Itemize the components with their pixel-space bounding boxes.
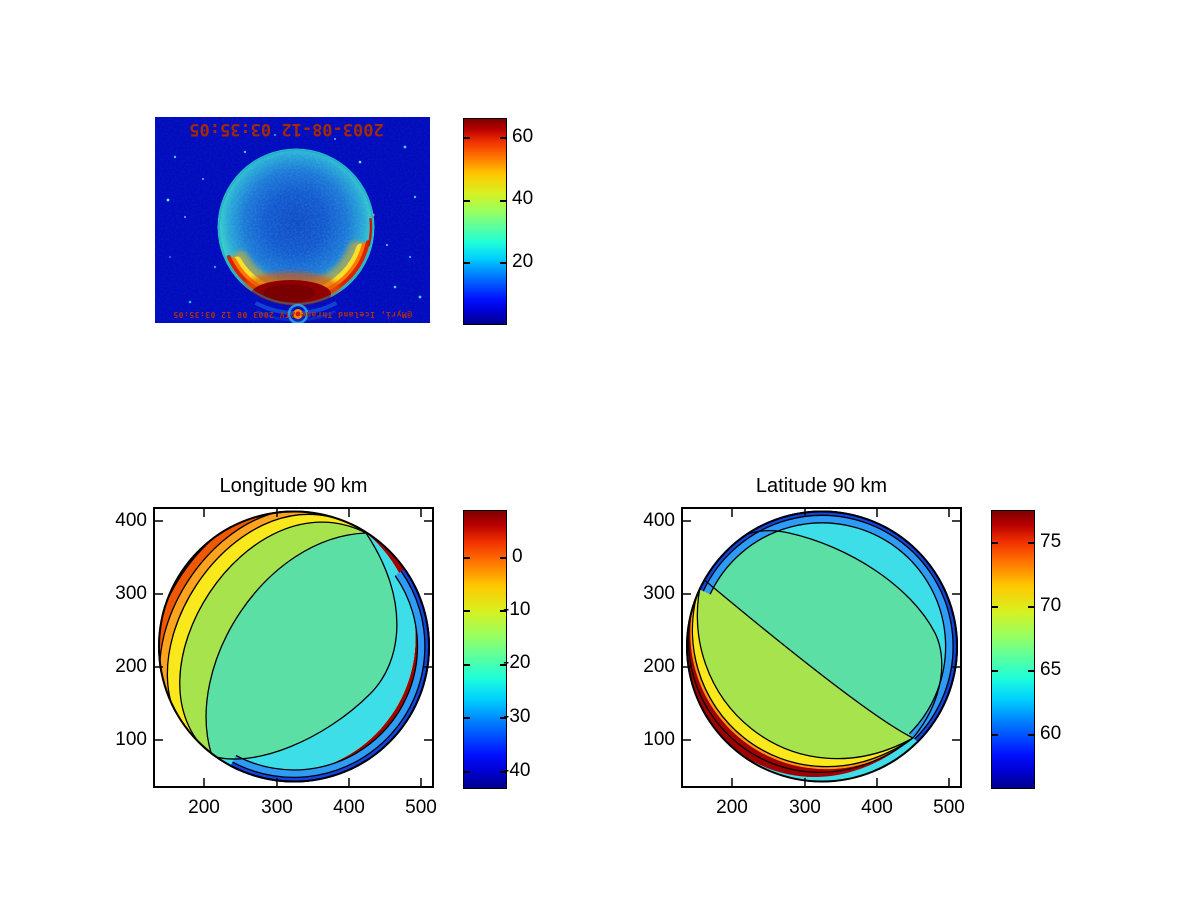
y-tick-label: 200 (643, 656, 675, 677)
longitude-colorbar-label: -30 (503, 706, 531, 727)
allsky-colorbar-label: 20 (512, 251, 534, 272)
colorbar-tick (500, 557, 506, 559)
allsky-timestamp-text: 2003-08-12 03:35:05 (189, 119, 384, 139)
latitude-contour-bands (686, 510, 958, 783)
colorbar-tick (1028, 734, 1034, 736)
allsky-image (155, 117, 430, 325)
allsky-caption-text: @Myri, Iceland Thrane ATV 2003 08 12 03:… (172, 310, 413, 319)
latitude-plot (681, 507, 962, 788)
allsky-colorbar (463, 118, 507, 325)
longitude-colorbar-label: -10 (503, 599, 531, 620)
sky-disk (217, 148, 375, 306)
colorbar-tick (500, 262, 506, 264)
colorbar-tick (1028, 606, 1034, 608)
colorbar-tick (992, 734, 998, 736)
allsky-colorbar-label: 60 (512, 126, 534, 147)
colorbar-tick (464, 610, 470, 612)
longitude-colorbar-label: -40 (503, 760, 531, 781)
colorbar-tick (992, 606, 998, 608)
latitude-plot-title: Latitude 90 km (755, 475, 888, 497)
colorbar-tick (500, 610, 506, 612)
y-tick-label: 400 (115, 510, 147, 531)
x-tick-label: 400 (861, 797, 893, 818)
latitude-colorbar-label: 75 (1040, 531, 1062, 552)
x-tick-label: 300 (261, 797, 293, 818)
y-tick-label: 200 (115, 656, 147, 677)
longitude-contour-bands (158, 510, 430, 783)
x-tick-label: 200 (716, 797, 748, 818)
x-tick-label: 500 (405, 797, 437, 818)
latitude-colorbar-label: 60 (1040, 723, 1062, 744)
y-tick-label: 100 (115, 729, 147, 750)
allsky-colorbar-label: 40 (512, 188, 534, 209)
colorbar-tick (500, 137, 506, 139)
bright-spot-core (295, 311, 301, 317)
longitude-plot (153, 507, 434, 788)
colorbar-tick (1028, 670, 1034, 672)
x-tick-label: 400 (333, 797, 365, 818)
x-tick-label: 500 (933, 797, 965, 818)
colorbar-tick (464, 262, 470, 264)
longitude-colorbar-label: -20 (503, 652, 531, 673)
y-tick-label: 300 (643, 583, 675, 604)
longitude-colorbar (463, 510, 507, 789)
colorbar-tick (1028, 542, 1034, 544)
colorbar-tick (464, 717, 470, 719)
x-tick-label: 200 (188, 797, 220, 818)
longitude-plot-title: Longitude 90 km (219, 475, 368, 497)
axis-tick-marks (683, 509, 960, 786)
colorbar-tick (500, 717, 506, 719)
colorbar-tick (500, 664, 506, 666)
colorbar-tick (500, 200, 506, 202)
colorbar-tick (464, 557, 470, 559)
allsky-image-panel: 2003-08-12 03:35:05 @Myri, Iceland Thran… (155, 117, 430, 325)
latitude-colorbar-label: 70 (1040, 595, 1062, 616)
colorbar-tick (992, 542, 998, 544)
colorbar-tick (500, 771, 506, 773)
colorbar-tick (464, 664, 470, 666)
axis-tick-marks (155, 509, 432, 786)
colorbar-tick (464, 200, 470, 202)
longitude-colorbar-label: 0 (512, 546, 523, 567)
contour-lines (687, 514, 954, 773)
y-tick-label: 300 (115, 583, 147, 604)
colorbar-tick (992, 670, 998, 672)
longitude-contour-chart (155, 509, 432, 786)
latitude-colorbar-label: 65 (1040, 659, 1062, 680)
colorbar-tick (464, 771, 470, 773)
latitude-contour-chart (683, 509, 960, 786)
y-tick-label: 100 (643, 729, 675, 750)
colorbar-tick (464, 137, 470, 139)
x-tick-label: 300 (789, 797, 821, 818)
latitude-colorbar (991, 510, 1035, 789)
y-tick-label: 400 (643, 510, 675, 531)
